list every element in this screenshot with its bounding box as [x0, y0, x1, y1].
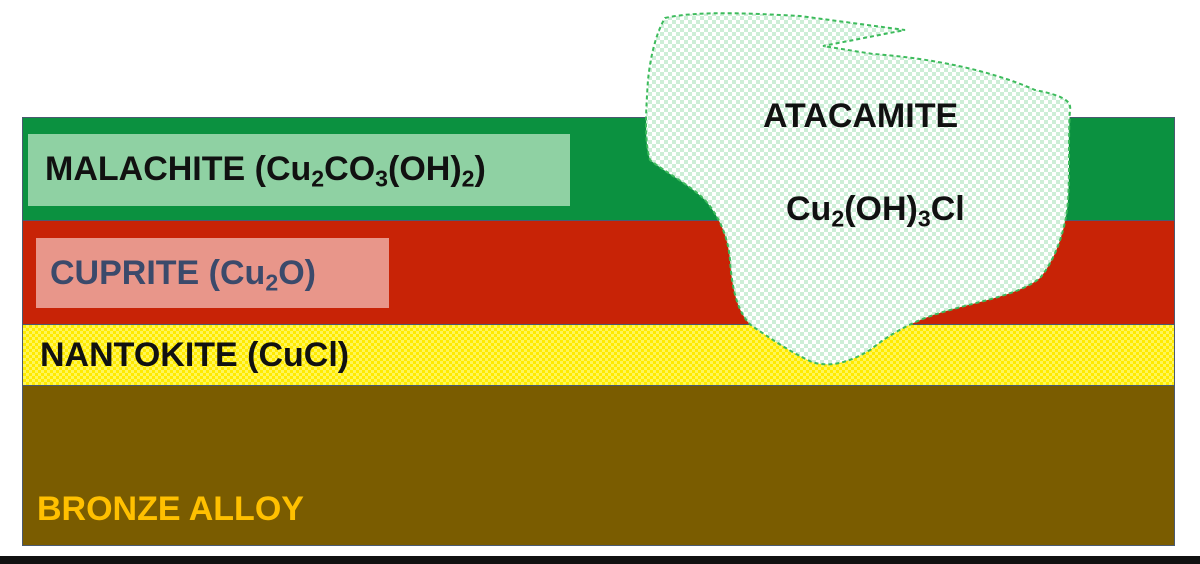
- nantokite-layer: [22, 324, 1175, 386]
- malachite-label: MALACHITE (Cu2CO3(OH)2): [45, 150, 486, 192]
- malachite-label-box: [28, 134, 570, 206]
- atacamite-formula: Cu2(OH)3Cl: [786, 190, 965, 232]
- nantokite-label: NANTOKITE (CuCl): [40, 336, 350, 374]
- atacamite-shape: [645, 12, 1072, 366]
- atacamite-title: ATACAMITE: [763, 97, 959, 135]
- bronze-alloy-layer: [22, 386, 1175, 546]
- bottom-rule: [0, 556, 1200, 564]
- cuprite-label-box: [36, 238, 389, 308]
- cuprite-label: CUPRITE (Cu2O): [50, 254, 316, 296]
- bronze-alloy-label: BRONZE ALLOY: [37, 490, 304, 528]
